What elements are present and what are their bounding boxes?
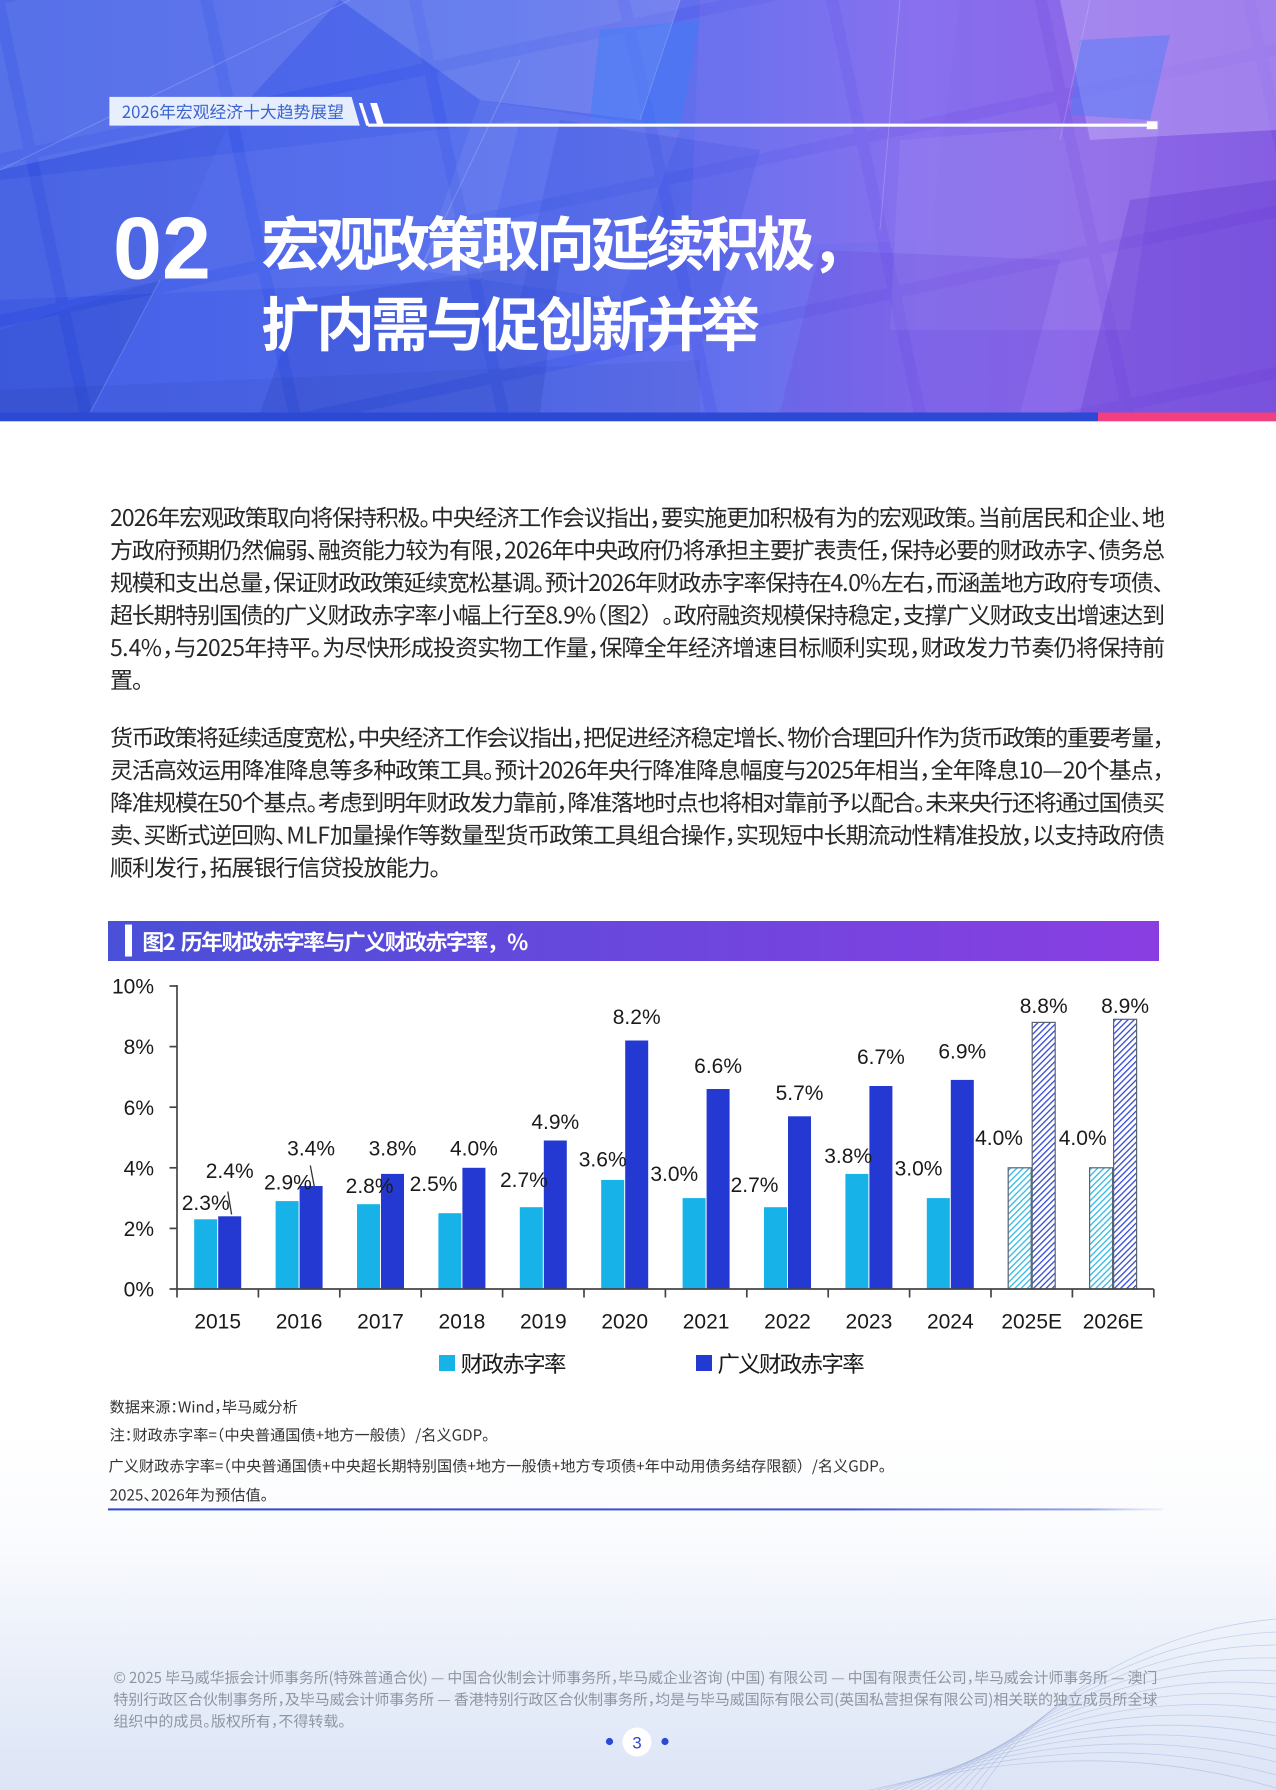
svg-text:2019: 2019 <box>520 1311 567 1334</box>
svg-text:3.8%: 3.8% <box>369 1138 417 1161</box>
svg-text:2.7%: 2.7% <box>731 1174 779 1197</box>
svg-text:2021: 2021 <box>683 1311 730 1334</box>
svg-text:8%: 8% <box>124 1036 154 1059</box>
svg-text:2018: 2018 <box>439 1311 486 1334</box>
svg-text:4.9%: 4.9% <box>531 1111 579 1134</box>
svg-text:2.7%: 2.7% <box>500 1169 548 1192</box>
svg-text:2020: 2020 <box>601 1311 648 1334</box>
svg-text:4%: 4% <box>124 1157 154 1180</box>
svg-text:3: 3 <box>632 1734 641 1753</box>
svg-text:8.9%: 8.9% <box>1101 995 1149 1018</box>
svg-text:2%: 2% <box>124 1218 154 1241</box>
svg-text:02: 02 <box>113 199 211 298</box>
svg-text:4.0%: 4.0% <box>975 1127 1023 1150</box>
svg-text:2017: 2017 <box>357 1311 404 1334</box>
svg-text:2025E: 2025E <box>1001 1311 1062 1334</box>
svg-text:6%: 6% <box>124 1097 154 1120</box>
svg-text:2015: 2015 <box>194 1311 241 1334</box>
svg-text:2016: 2016 <box>276 1311 323 1334</box>
svg-text:3.6%: 3.6% <box>579 1149 627 1172</box>
svg-text:3.0%: 3.0% <box>895 1158 943 1181</box>
svg-text:2024: 2024 <box>927 1311 974 1334</box>
svg-text:6.9%: 6.9% <box>938 1041 986 1064</box>
svg-text:3.8%: 3.8% <box>824 1145 872 1168</box>
svg-text:3.0%: 3.0% <box>650 1163 698 1186</box>
svg-text:2.3%: 2.3% <box>182 1192 230 1215</box>
svg-text:0%: 0% <box>124 1279 154 1302</box>
svg-text:2.9%: 2.9% <box>264 1171 312 1194</box>
svg-text:8.8%: 8.8% <box>1020 995 1068 1018</box>
svg-text:4.0%: 4.0% <box>1059 1127 1107 1150</box>
svg-text:6.7%: 6.7% <box>857 1046 905 1069</box>
svg-text:2.5%: 2.5% <box>410 1173 458 1196</box>
svg-text:4.0%: 4.0% <box>450 1138 498 1161</box>
svg-text:8.2%: 8.2% <box>613 1006 661 1029</box>
svg-text:5.7%: 5.7% <box>776 1082 824 1105</box>
svg-text:2022: 2022 <box>764 1311 811 1334</box>
svg-text:10%: 10% <box>112 976 154 999</box>
svg-text:2023: 2023 <box>846 1311 893 1334</box>
svg-text:2.8%: 2.8% <box>346 1175 394 1198</box>
svg-text:2.4%: 2.4% <box>206 1160 254 1183</box>
svg-text:6.6%: 6.6% <box>694 1055 742 1078</box>
svg-text:2026E: 2026E <box>1083 1311 1144 1334</box>
svg-text:3.4%: 3.4% <box>287 1138 335 1161</box>
